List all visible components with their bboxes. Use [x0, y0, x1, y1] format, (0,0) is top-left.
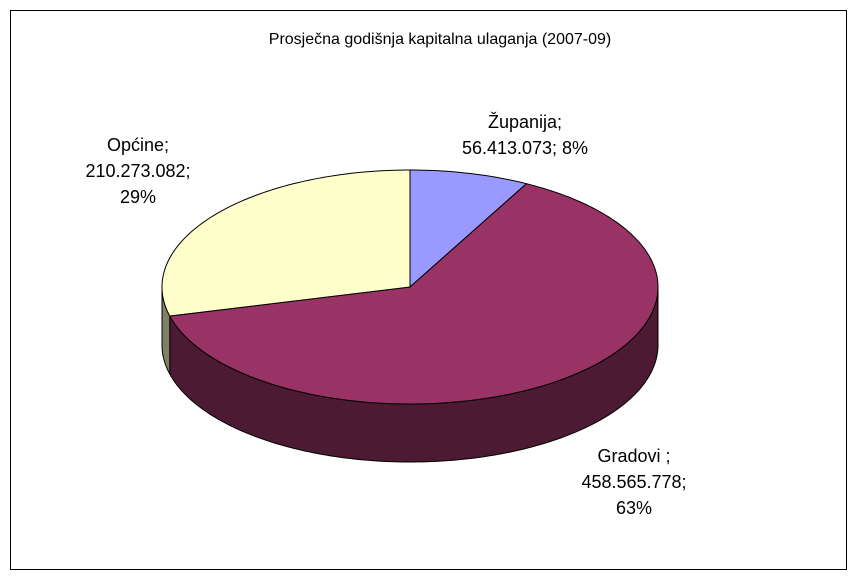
data-label: Županija; 56.413.073; 8%	[462, 112, 588, 158]
slice	[161, 169, 411, 317]
label-category: Županija;	[488, 112, 562, 132]
label-value: 210.273.082;	[85, 161, 190, 181]
data-labels: Županija; 56.413.073; 8% Gradovi ; 458.565.7…	[85, 112, 686, 518]
label-value: 458.565.778;	[581, 472, 686, 492]
slice	[409, 169, 528, 289]
label-category: Općine;	[107, 135, 169, 155]
label-percent: 8%	[562, 138, 588, 158]
label-category: Gradovi ;	[597, 446, 670, 466]
label-value: 56.413.073;	[462, 138, 557, 158]
data-label: Gradovi ; 458.565.778; 63%	[581, 446, 686, 518]
chart-title: Prosječna godišnja kapitalna ulaganja (2…	[269, 31, 611, 48]
slice	[168, 183, 659, 405]
label-percent: 63%	[616, 498, 652, 518]
data-label: Općine; 210.273.082; 29%	[85, 135, 190, 207]
pie	[161, 169, 659, 463]
label-percent: 29%	[120, 187, 156, 207]
